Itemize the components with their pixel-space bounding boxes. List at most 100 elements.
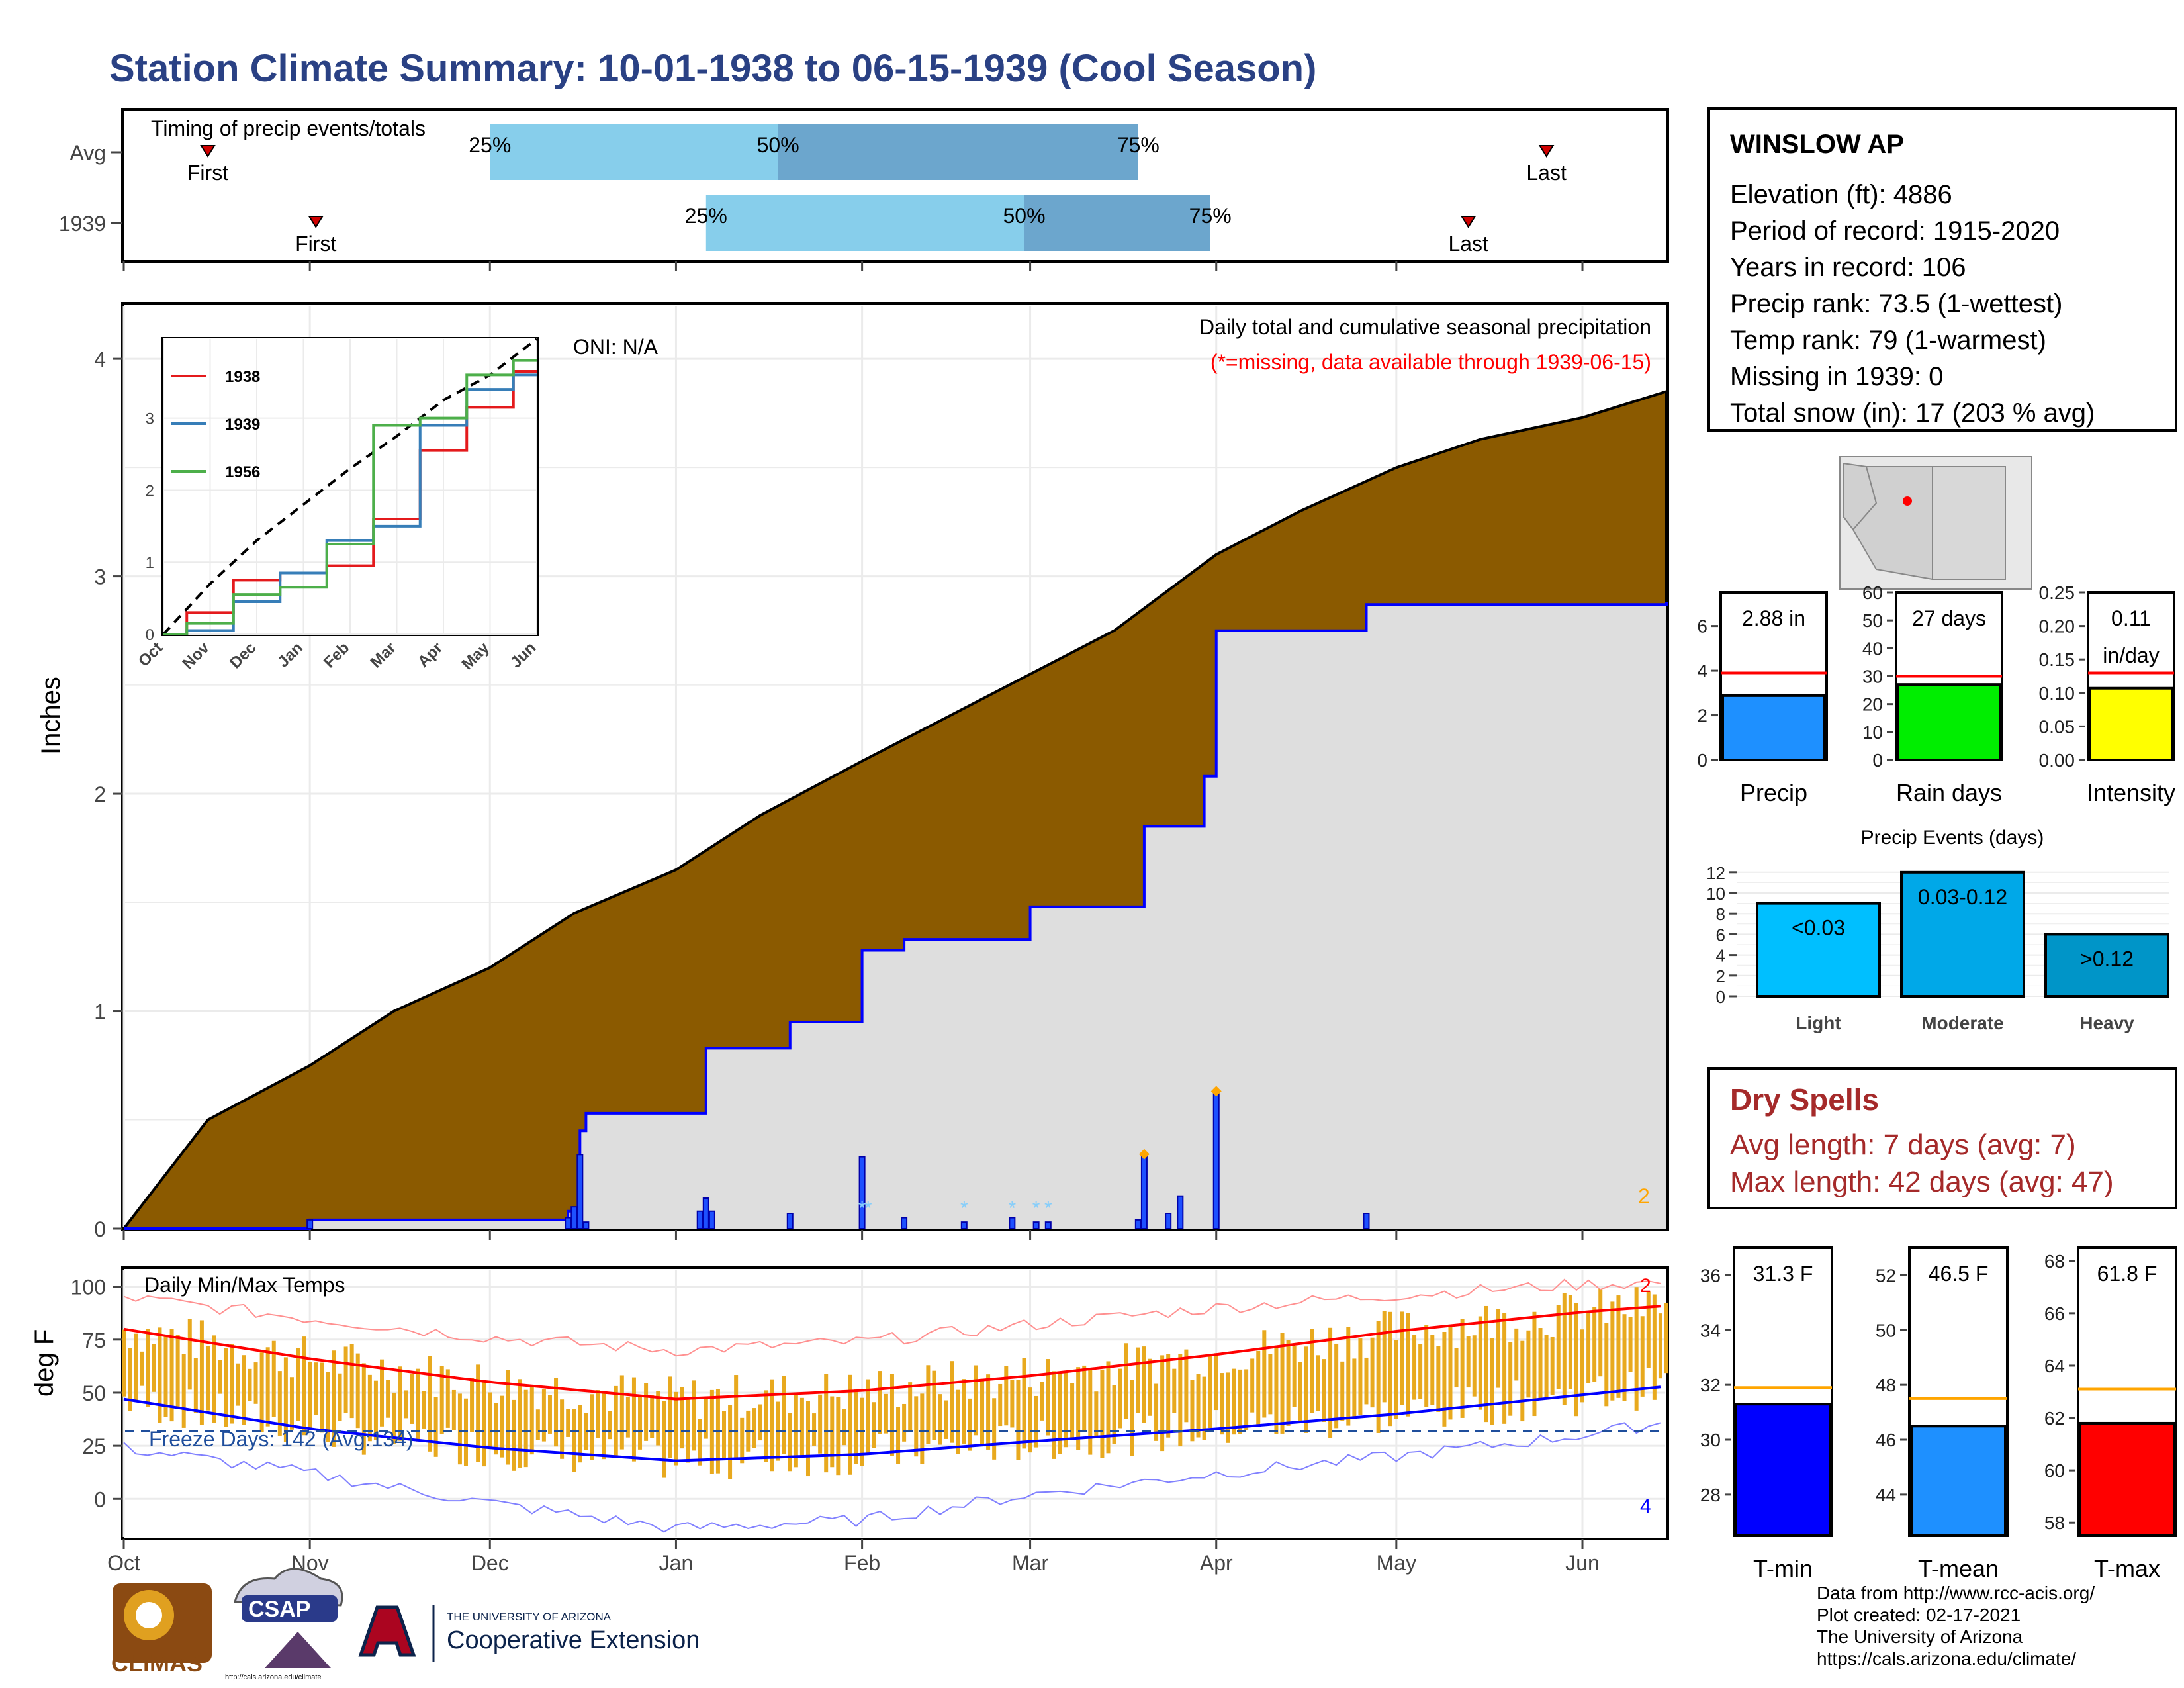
- daily-temp-bar: [1574, 1303, 1578, 1417]
- daily-precip-bar: [582, 1221, 590, 1229]
- summary-bar-ytick: 0.05: [2039, 716, 2075, 737]
- page-title: Station Climate Summary: 10-01-1938 to 0…: [109, 47, 1317, 90]
- daily-temp-bar: [1046, 1359, 1050, 1436]
- summary-bar-ytick: 0: [1697, 750, 1707, 771]
- daily-precip-bar: [901, 1217, 908, 1229]
- daily-temp-bar: [1424, 1325, 1429, 1407]
- daily-temp-bar: [596, 1390, 600, 1438]
- daily-temp-bar: [193, 1358, 198, 1413]
- temp-summary-bar-ytick: 46: [1876, 1430, 1896, 1450]
- daily-temp-bar: [1118, 1368, 1122, 1429]
- daily-temp-bar: [1328, 1327, 1333, 1438]
- daily-temp-bar: [998, 1383, 1003, 1427]
- temp-summary-bar-ytick: 32: [1700, 1375, 1721, 1395]
- daily-temp-bar: [283, 1357, 288, 1442]
- daily-temp-bar: [320, 1362, 324, 1433]
- daily-temp-bar: [698, 1419, 702, 1466]
- daily-temp-bar: [1304, 1346, 1308, 1433]
- daily-temp-bar: [608, 1411, 612, 1440]
- temp-ytick: 50: [82, 1382, 106, 1405]
- summary-bar-ytick: 30: [1862, 667, 1883, 687]
- daily-temp-bar: [1124, 1343, 1128, 1419]
- daily-temp-bar: [1448, 1325, 1453, 1420]
- summary-bar-bar: [1897, 683, 2001, 762]
- first-marker: [308, 216, 324, 228]
- daily-temp-bar: [1658, 1313, 1662, 1379]
- daily-temp-bar: [1652, 1294, 1657, 1400]
- temp-chart: 0 25 50 75 100: [71, 1270, 1668, 1537]
- daily-temp-bar: [938, 1394, 942, 1445]
- credits: Data from http://www.rcc-acis.org/ Plot …: [1817, 1582, 2095, 1669]
- month-tick: Dec: [471, 1551, 509, 1575]
- events-bar: [2044, 933, 2169, 998]
- daily-temp-bar: [476, 1364, 480, 1462]
- daily-temp-bar: [566, 1409, 570, 1437]
- extreme-marker: [1210, 1086, 1222, 1097]
- daily-precip-bar: [702, 1197, 709, 1230]
- svg-text:http://cals.arizona.edu/climat: http://cals.arizona.edu/climate: [225, 1673, 322, 1681]
- daily-temp-bar: [128, 1348, 132, 1411]
- daily-temp-bar: [1532, 1311, 1537, 1417]
- daily-temp-bar: [1280, 1333, 1285, 1434]
- daily-temp-bar: [218, 1360, 222, 1394]
- daily-temp-bar: [122, 1329, 126, 1397]
- daily-temp-bar: [253, 1362, 258, 1404]
- daily-temp-bar: [1604, 1323, 1609, 1407]
- daily-temp-bar: [1160, 1355, 1165, 1452]
- timing-bar-high: [1024, 195, 1210, 251]
- daily-temp-bar: [1334, 1343, 1339, 1429]
- temp-summary-bar-ytick: 28: [1700, 1485, 1721, 1505]
- daily-temp-bar: [578, 1405, 582, 1463]
- dry-spells-avg: Avg length: 7 days (avg: 7): [1730, 1129, 2076, 1161]
- daily-temp-bar: [805, 1401, 810, 1477]
- temp-ylabel: deg F: [30, 1329, 59, 1397]
- temp-summary-bar-ytick: 44: [1876, 1485, 1896, 1505]
- temp-summary-bar-ytick: 52: [1876, 1265, 1896, 1286]
- timing-q25: 25%: [685, 204, 727, 228]
- daily-temp-bar: [355, 1353, 360, 1429]
- temp-summary-bar-ytick: 58: [2044, 1513, 2065, 1533]
- daily-temp-bar: [1190, 1380, 1195, 1442]
- daily-temp-bar: [889, 1374, 894, 1456]
- temp-summary-bar-ytick: 66: [2044, 1303, 2065, 1324]
- precip-ytick: 0: [94, 1217, 106, 1241]
- inset-avg-line: [162, 338, 538, 635]
- daily-temp-bar: [271, 1340, 276, 1417]
- inset-series-line: [163, 359, 537, 635]
- freeze-days-label: Freeze Days: 142 (Avg:134): [149, 1427, 414, 1451]
- events-ytick: 4: [1716, 946, 1725, 966]
- daily-precip-bar: [858, 1156, 866, 1230]
- month-tick: Mar: [1012, 1551, 1048, 1575]
- temp-summary-bar-value: 31.3 F: [1753, 1262, 1813, 1286]
- daily-temp-bar: [752, 1408, 756, 1448]
- daily-temp-bar: [314, 1362, 318, 1415]
- summary-bar-ytick: 10: [1862, 722, 1883, 743]
- temp-summary-bar-ytick: 62: [2044, 1408, 2065, 1429]
- summary-bar-ytick: 2: [1697, 706, 1707, 726]
- daily-temp-bar: [1460, 1319, 1465, 1418]
- snow-star: *: [960, 1197, 968, 1219]
- daily-temp-bar: [224, 1348, 228, 1427]
- daily-temp-bar: [1106, 1361, 1111, 1454]
- daily-temp-bar: [277, 1371, 282, 1436]
- daily-temp-bar: [1154, 1383, 1159, 1441]
- daily-temp-bar: [1238, 1369, 1243, 1434]
- timing-q25: 25%: [469, 133, 511, 157]
- daily-temp-bar: [1646, 1291, 1651, 1368]
- month-tick: Jan: [659, 1551, 694, 1575]
- snow-star: *: [1032, 1197, 1040, 1219]
- daily-temp-bar: [488, 1392, 492, 1449]
- summary-bar-ytick: 0: [1872, 750, 1883, 771]
- daily-temp-bar: [1004, 1366, 1009, 1426]
- daily-temp-bar: [638, 1395, 643, 1450]
- daily-temp-bar: [1322, 1359, 1327, 1422]
- first-label: First: [295, 232, 336, 256]
- temp-summary-bar-ytick: 36: [1700, 1265, 1721, 1286]
- daily-temp-bar: [500, 1395, 504, 1458]
- daily-temp-bar: [1034, 1395, 1038, 1448]
- daily-temp-bar: [380, 1359, 385, 1427]
- daily-temp-bar: [992, 1398, 997, 1460]
- daily-temp-bar: [343, 1346, 348, 1413]
